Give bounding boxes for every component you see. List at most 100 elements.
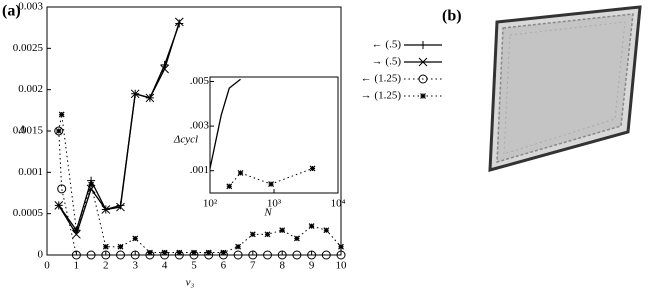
y-tick-label: 0 [38, 249, 44, 261]
marker [161, 249, 168, 256]
marker [130, 89, 140, 99]
marker [277, 250, 287, 260]
marker [54, 201, 64, 210]
marker [292, 250, 302, 260]
x-tick-label: 0 [44, 260, 50, 272]
marker [57, 184, 67, 194]
marker [101, 250, 111, 260]
marker [116, 202, 125, 212]
y-tick-label: .005 [190, 75, 210, 87]
marker [307, 250, 317, 260]
y-tick-label: 0.001 [18, 166, 43, 178]
marker [248, 250, 258, 260]
marker [176, 249, 183, 256]
marker [72, 229, 81, 239]
legend-label: ← (.5) [372, 39, 402, 51]
marker [309, 165, 316, 172]
marker [293, 235, 300, 242]
marker [338, 243, 344, 250]
y-tick-label: 0.0025 [13, 42, 44, 54]
y-axis-label: Δcycl [173, 134, 198, 146]
marker [132, 235, 139, 242]
legend-label: → (1.25) [361, 90, 402, 102]
x-tick-label: 2 [103, 260, 109, 272]
x-tick-label: 5 [191, 260, 197, 272]
plot-frame [209, 76, 339, 194]
x-axis-label: N [263, 207, 272, 219]
series-line [58, 114, 342, 254]
marker [116, 201, 125, 210]
legend-marker [420, 93, 426, 99]
legend-marker [419, 41, 427, 49]
marker [160, 60, 169, 69]
marker [55, 128, 62, 134]
marker [220, 249, 227, 256]
y-tick-label: .001 [190, 164, 209, 176]
parallelogram [488, 5, 642, 172]
y-tick-label: 0.003 [18, 1, 43, 13]
y-axis-label: Δ [18, 124, 25, 136]
marker [54, 126, 64, 136]
series-line [228, 167, 313, 187]
marker [263, 250, 272, 260]
legend-marker [418, 57, 428, 67]
y-tick-label: .003 [190, 120, 210, 132]
marker [268, 181, 274, 188]
legend-marker [418, 74, 428, 84]
marker [58, 111, 65, 118]
series-line [58, 23, 180, 232]
panel-label: (a) [2, 3, 21, 20]
marker [86, 250, 96, 260]
marker [71, 250, 81, 260]
marker [175, 19, 184, 28]
marker [88, 181, 95, 188]
marker [130, 250, 140, 260]
x-axis-label: v₃ [186, 277, 195, 289]
marker [86, 184, 96, 194]
marker [279, 227, 286, 234]
legend-label: ← (1.25) [361, 73, 402, 85]
marker [160, 64, 169, 74]
marker [323, 227, 330, 234]
plot: 10² 10³ 10⁴ .001 .003 .005 N Δcycl [173, 75, 346, 219]
y-tick-label: 0.0005 [13, 207, 44, 219]
x-tick-label: 7 [250, 260, 256, 272]
marker [101, 205, 111, 214]
legend-label: → (.5) [372, 56, 402, 68]
marker [73, 227, 80, 234]
x-tick-label: 4 [162, 260, 168, 272]
marker [336, 250, 346, 260]
y-tick-label: 0.0015 [13, 125, 44, 137]
marker [174, 17, 184, 27]
marker [205, 249, 212, 256]
marker [226, 183, 233, 190]
series-line [209, 78, 241, 169]
x-tick-label: 10² [203, 198, 218, 210]
y-tick-label: 0.002 [18, 83, 43, 95]
x-tick-label: 10³ [267, 198, 282, 210]
marker [237, 169, 244, 176]
series-line [58, 21, 180, 236]
marker [145, 93, 155, 103]
marker [264, 231, 271, 238]
marker [117, 243, 124, 250]
x-tick-label: 10⁴ [331, 198, 346, 210]
marker [308, 223, 315, 229]
marker [191, 249, 197, 256]
x-tick-label: 1 [74, 260, 80, 272]
marker [321, 250, 331, 260]
x-tick-label: 3 [132, 260, 138, 272]
x-tick-label: 10 [336, 260, 348, 272]
marker [249, 231, 256, 238]
marker [233, 250, 243, 260]
marker [146, 249, 153, 256]
marker [102, 243, 109, 250]
marker [235, 243, 242, 250]
x-tick-label: 6 [221, 260, 227, 272]
x-tick-label: 9 [309, 260, 315, 272]
panel-label: (b) [442, 8, 462, 25]
x-tick-label: 8 [279, 260, 285, 272]
marker [116, 250, 125, 260]
